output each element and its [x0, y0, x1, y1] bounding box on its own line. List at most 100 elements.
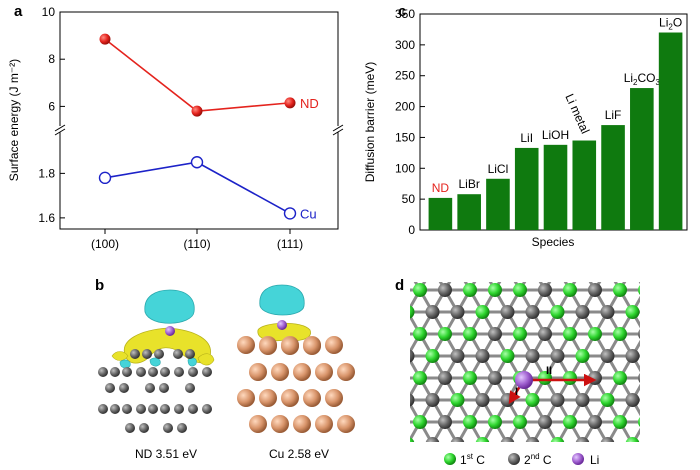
first-c-atom	[638, 417, 640, 427]
first-c-atom	[450, 393, 465, 407]
series-label-cu: Cu	[300, 206, 317, 221]
bar-nd	[428, 197, 453, 230]
carbon-atom	[177, 423, 187, 433]
lattice-bond	[420, 444, 433, 466]
second-c-atom	[538, 415, 552, 429]
carbon-atom	[188, 367, 198, 377]
panel-c-ytick-label: 200	[395, 100, 415, 114]
first-c-atom	[425, 349, 440, 363]
lattice-bond	[658, 444, 671, 466]
first-c-atom	[575, 349, 590, 363]
carbon-atom	[159, 383, 169, 393]
second-c-atom	[651, 305, 665, 319]
panel-b-atoms	[98, 336, 355, 433]
carbon-atom	[185, 349, 195, 359]
first-c-atom	[563, 283, 577, 297]
carbon-atom	[148, 404, 158, 414]
second-c-atom	[551, 261, 565, 275]
bar-label: LiI	[520, 131, 533, 145]
lattice-bond	[670, 290, 683, 312]
copper-atom	[249, 415, 267, 433]
second-c-atom	[538, 327, 552, 341]
panel-a-xtick-label: (110)	[183, 237, 210, 251]
legend-second-c-marker	[508, 453, 520, 465]
panel-d-label: d	[395, 277, 404, 294]
panel-c-ytick-label: 300	[395, 38, 415, 52]
bar-li-metal	[572, 140, 597, 230]
carbon-atom	[119, 383, 129, 393]
first-c-atom	[413, 283, 427, 297]
second-c-atom	[500, 305, 515, 319]
panel-a-axis-break	[54, 124, 344, 136]
second-c-atom	[626, 261, 640, 275]
second-c-atom	[676, 437, 690, 451]
legend-first-c-text: 1st C	[460, 452, 485, 467]
copper-atom	[281, 389, 299, 407]
second-c-atom	[600, 437, 615, 442]
second-c-atom	[600, 305, 615, 319]
copper-atom	[315, 363, 333, 381]
first-c-atom	[513, 327, 527, 341]
panel-c-ytick-label: 150	[395, 130, 415, 144]
copper-atom	[259, 389, 277, 407]
second-c-atom	[438, 415, 452, 429]
copper-atom	[281, 337, 299, 355]
nd-li-atom	[165, 326, 175, 336]
second-c-atom	[450, 349, 465, 363]
first-c-atom	[638, 285, 640, 295]
panel-a-upper-ytick-label: 10	[42, 5, 56, 19]
panel-d-lattice: d I II 1st C 2nd C Li	[388, 261, 690, 470]
bar-label: ND	[432, 181, 450, 195]
panel-a-lower-ytick-label: 1.8	[38, 166, 55, 180]
lattice-bond	[658, 378, 671, 400]
first-c-atom	[613, 371, 627, 385]
panel-a-plot-area: ND Cu	[98, 33, 319, 221]
lattice-bond	[658, 312, 671, 334]
first-c-atom	[676, 393, 690, 407]
first-c-atom	[513, 415, 527, 429]
carbon-atom	[110, 404, 120, 414]
second-c-atom	[638, 329, 640, 339]
first-c-atom	[526, 261, 540, 275]
second-c-atom	[388, 415, 402, 429]
arrow-label-i: I	[515, 386, 518, 398]
first-c-atom	[388, 371, 402, 385]
first-c-atom	[413, 371, 427, 385]
first-c-atom	[438, 327, 452, 341]
series-label-nd: ND	[300, 96, 319, 111]
first-c-atom	[613, 459, 627, 470]
lattice-li-atom	[515, 371, 533, 389]
second-c-atom	[438, 371, 452, 385]
lattice-bond	[395, 444, 408, 466]
lattice-bond	[645, 378, 658, 400]
first-c-atom	[663, 283, 677, 297]
panel-b-label: b	[95, 277, 104, 294]
point-cu	[190, 156, 204, 169]
lattice-bond	[633, 444, 646, 466]
lattice-bond	[670, 268, 683, 290]
carbon-atom	[136, 404, 146, 414]
first-c-atom	[513, 283, 527, 297]
copper-atom	[249, 363, 267, 381]
arrow-label-ii: II	[546, 365, 552, 377]
first-c-atom	[413, 327, 427, 341]
bar-label: Li2CO3	[624, 71, 661, 87]
second-c-atom	[550, 349, 565, 363]
copper-atom	[271, 363, 289, 381]
first-c-atom	[663, 415, 677, 429]
second-c-atom	[651, 393, 665, 407]
second-c-atom	[388, 327, 402, 341]
bar-label: Li2O	[659, 16, 682, 32]
bar-li2co3	[630, 88, 654, 230]
cu-cyan-isosurface	[259, 284, 305, 316]
first-c-atom	[676, 261, 690, 275]
first-c-atom	[651, 349, 665, 363]
lattice-bond	[645, 444, 658, 466]
first-c-atom	[663, 459, 677, 470]
first-c-atom	[525, 393, 540, 407]
second-c-atom	[475, 349, 490, 363]
second-c-atom	[476, 261, 490, 275]
lattice-bond	[395, 378, 408, 400]
point-nd	[284, 97, 296, 109]
